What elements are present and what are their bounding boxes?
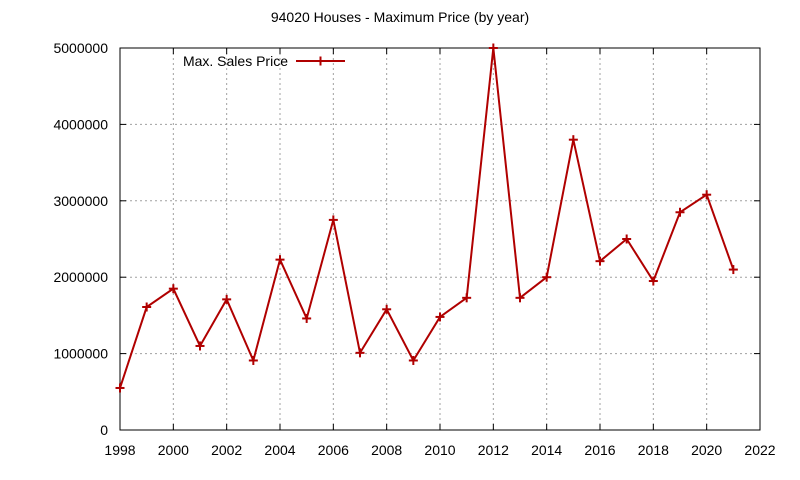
data-point — [435, 312, 445, 322]
data-point — [222, 294, 232, 304]
x-tick-label: 2000 — [158, 442, 189, 458]
legend-label: Max. Sales Price — [183, 53, 288, 69]
data-point — [515, 293, 525, 303]
x-tick-label: 2004 — [264, 442, 295, 458]
y-tick-label: 1000000 — [53, 346, 108, 362]
grid-lines — [119, 47, 761, 431]
y-tick-label: 0 — [100, 422, 108, 438]
x-tick-label: 2018 — [638, 442, 669, 458]
y-tick-label: 2000000 — [53, 269, 108, 285]
x-tick-label: 2016 — [584, 442, 615, 458]
x-tick-label: 2006 — [318, 442, 349, 458]
series-layer — [115, 43, 738, 393]
x-tick-label: 2020 — [691, 442, 722, 458]
data-point — [462, 293, 472, 303]
data-point — [702, 190, 712, 200]
data-point — [728, 265, 738, 275]
legend-marker — [316, 56, 325, 66]
series-line — [119, 47, 735, 389]
axes: 1998 2000 2002 2004 2006 2008 2010 2012 2014 2016… — [53, 40, 775, 458]
data-point — [275, 255, 285, 265]
data-point — [595, 256, 605, 266]
x-tick-label: 1998 — [104, 442, 135, 458]
data-point — [408, 355, 418, 365]
chart-title: 94020 Houses - Maximum Price (by year) — [271, 9, 529, 25]
x-tick-label: 2014 — [531, 442, 562, 458]
x-tick-label: 2002 — [211, 442, 242, 458]
data-point — [195, 341, 205, 351]
data-point — [542, 272, 552, 282]
data-point — [622, 234, 632, 244]
data-point — [355, 348, 365, 358]
x-tick-label: 2010 — [424, 442, 455, 458]
data-point — [648, 276, 658, 286]
x-tick-label: 2012 — [478, 442, 509, 458]
legend: Max. Sales Price — [183, 53, 345, 69]
x-tick-label: 2022 — [744, 442, 775, 458]
data-point — [248, 355, 258, 365]
y-tick-label: 5000000 — [53, 40, 108, 56]
data-point — [115, 383, 125, 393]
data-point — [302, 313, 312, 323]
y-tick-label: 3000000 — [53, 193, 108, 209]
data-point — [328, 215, 338, 225]
data-point — [675, 207, 685, 217]
y-tick-label: 4000000 — [53, 116, 108, 132]
data-point — [488, 43, 498, 53]
x-tick-label: 2008 — [371, 442, 402, 458]
data-point — [382, 304, 392, 314]
data-point — [568, 135, 578, 145]
data-point — [142, 302, 152, 312]
data-point — [168, 284, 178, 294]
